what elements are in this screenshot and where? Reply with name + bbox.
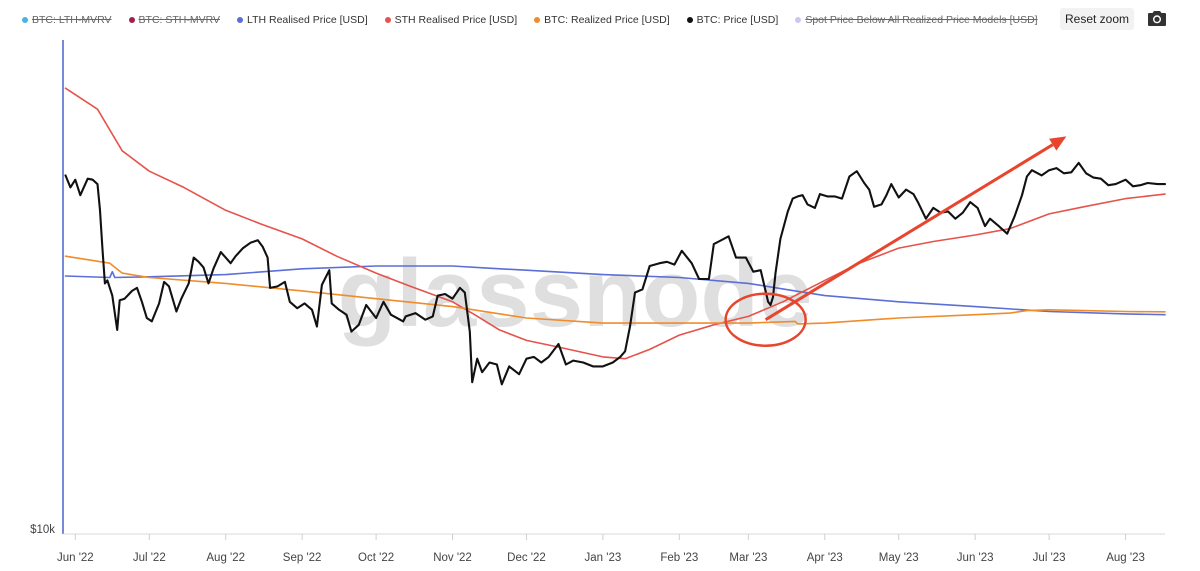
watermark: glassnode xyxy=(338,240,813,347)
legend-label: STH Realised Price [USD] xyxy=(394,14,518,26)
highlight-ellipse xyxy=(724,292,807,347)
x-tick-label: Jun '22 xyxy=(57,552,94,564)
legend-dot-icon xyxy=(384,17,391,23)
legend-label: BTC: LTH-MVRV xyxy=(32,14,112,26)
legend-dot-icon xyxy=(795,17,802,23)
x-tick-label: Oct '22 xyxy=(358,552,394,564)
annotation-arrowhead xyxy=(1049,136,1067,151)
annotation-arrow-line xyxy=(764,143,1054,321)
x-tick-label: Apr '23 xyxy=(807,552,843,564)
chart-legend: BTC: LTH-MVRV BTC: STH-MVRV LTH Realised P… xyxy=(22,12,1055,28)
x-tick-label: Jan '23 xyxy=(585,552,622,564)
legend-item[interactable]: BTC: STH-MVRV xyxy=(128,14,221,26)
annotation-layer xyxy=(724,136,1067,347)
legend-dot-icon xyxy=(534,17,541,23)
legend-item[interactable]: BTC: Realized Price [USD] xyxy=(534,14,670,26)
x-tick-label: Jul '23 xyxy=(1033,552,1066,564)
camera-icon[interactable] xyxy=(1148,10,1166,26)
x-tick-label: Aug '23 xyxy=(1106,552,1145,564)
legend-dot-icon xyxy=(128,17,135,23)
x-tick-label: Sep '22 xyxy=(283,552,322,564)
legend-label: LTH Realised Price [USD] xyxy=(247,14,368,26)
series-line-3 xyxy=(64,161,1167,386)
y-tick-label: $10k xyxy=(30,524,55,536)
legend-label: BTC: STH-MVRV xyxy=(138,14,221,26)
series-line-1 xyxy=(64,87,1166,360)
legend-item[interactable]: LTH Realised Price [USD] xyxy=(237,14,368,26)
legend-label: BTC: Price [USD] xyxy=(696,14,779,26)
x-tick-label: Dec '22 xyxy=(507,552,546,564)
x-tick-label: Feb '23 xyxy=(660,552,698,564)
series-line-2 xyxy=(64,255,1166,325)
series-line-0 xyxy=(64,265,1166,316)
x-tick-label: Mar '23 xyxy=(729,552,767,564)
legend-dot-icon xyxy=(22,17,28,23)
legend-label: BTC: Realized Price [USD] xyxy=(544,14,670,26)
x-axis-ticks: Jun '22 Jul '22 Aug '22 Sep '22 Oct '22 Nov '… xyxy=(57,534,1145,564)
y-axis-ticks: $10k xyxy=(30,524,55,536)
x-tick-label: Nov '22 xyxy=(433,552,472,564)
legend-dot-icon xyxy=(237,17,244,23)
legend-label: Spot Price Below All Realized Price Mode… xyxy=(805,14,1038,26)
legend-item[interactable]: STH Realised Price [USD] xyxy=(384,14,518,26)
legend-item[interactable]: Spot Price Below All Realized Price Mode… xyxy=(795,14,1038,26)
legend-item[interactable]: BTC: LTH-MVRV xyxy=(22,14,112,26)
reset-zoom-button[interactable]: Reset zoom xyxy=(1060,8,1134,30)
x-tick-label: Jul '22 xyxy=(133,552,166,564)
series-layer xyxy=(64,87,1167,386)
x-tick-label: Aug '22 xyxy=(206,552,245,564)
x-tick-label: May '23 xyxy=(879,552,919,564)
legend-dot-icon xyxy=(686,17,693,23)
legend-item[interactable]: BTC: Price [USD] xyxy=(686,14,779,26)
x-tick-label: Jun '23 xyxy=(957,552,994,564)
